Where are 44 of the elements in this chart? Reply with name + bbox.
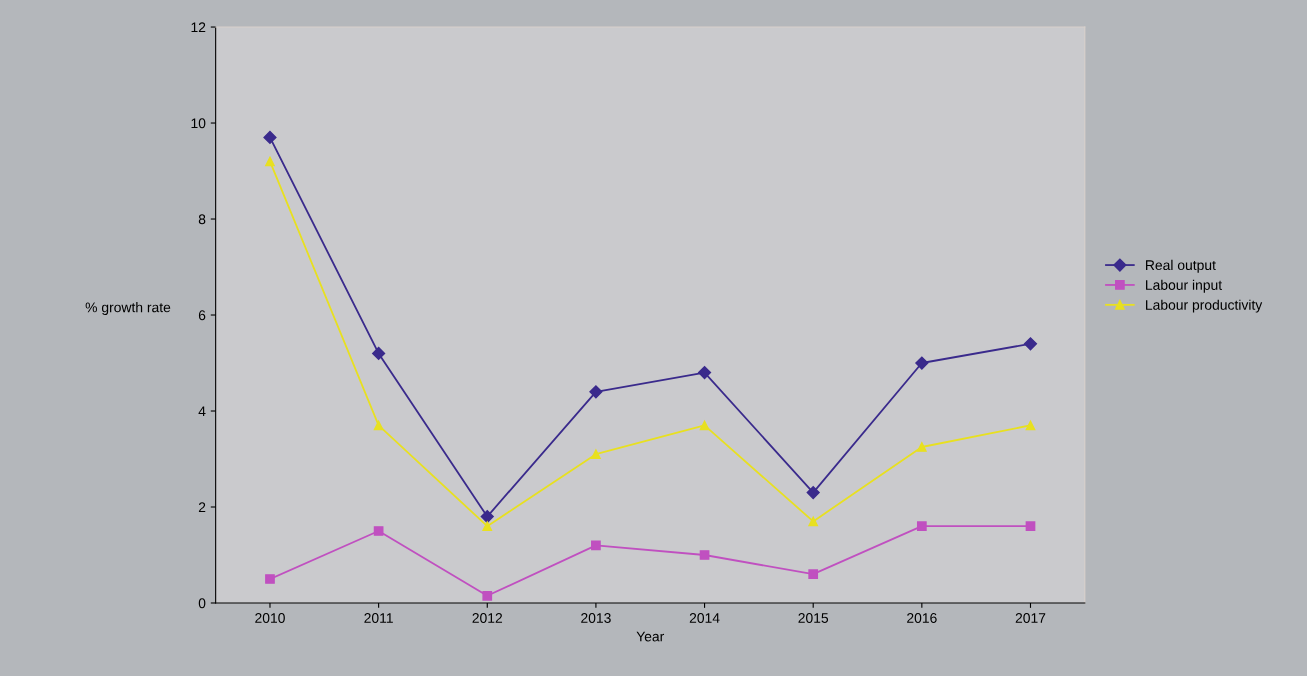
legend-label: Labour productivity [1146, 299, 1263, 313]
point [263, 130, 277, 145]
point [916, 442, 927, 452]
point [373, 420, 384, 431]
y-tick-label: 8 [198, 214, 206, 225]
point [265, 574, 275, 584]
x-axis-title: Year [636, 631, 665, 642]
point [1025, 420, 1036, 431]
x-tick-label: 2010 [255, 613, 285, 623]
y-tick-label: 0 [198, 598, 206, 609]
x-tick-label: 2016 [907, 613, 937, 623]
y-tick-label: 4 [198, 406, 206, 417]
point [482, 521, 493, 532]
point [265, 156, 275, 167]
point [808, 516, 819, 527]
y-tick-label: 10 [191, 118, 206, 129]
y-tick-label: 6 [198, 310, 206, 321]
point [482, 590, 493, 601]
point [591, 540, 601, 551]
point [699, 420, 710, 431]
legend-label: Real output [1146, 259, 1216, 273]
x-tick-label: 2015 [798, 613, 829, 623]
point [591, 449, 601, 460]
x-tick-label: 2011 [364, 613, 393, 623]
y-tick-label: 2 [198, 502, 206, 513]
point [916, 521, 927, 532]
legend-label: Labour input [1146, 279, 1223, 293]
point [699, 550, 710, 560]
point [589, 385, 603, 399]
x-tick-label: 2014 [689, 613, 720, 623]
y-tick-label: 12 [191, 22, 206, 33]
point [373, 526, 384, 536]
point [915, 356, 929, 370]
x-tick-label: 2013 [581, 613, 611, 623]
point [372, 346, 386, 361]
point [806, 486, 820, 500]
point [697, 366, 712, 380]
point [1023, 337, 1038, 351]
y-axis-title: % growth rate [85, 302, 171, 316]
point [1025, 521, 1036, 532]
x-tick-label: 2017 [1015, 613, 1046, 623]
x-tick-label: 2012 [472, 613, 503, 623]
point [808, 569, 819, 580]
point [480, 510, 494, 524]
